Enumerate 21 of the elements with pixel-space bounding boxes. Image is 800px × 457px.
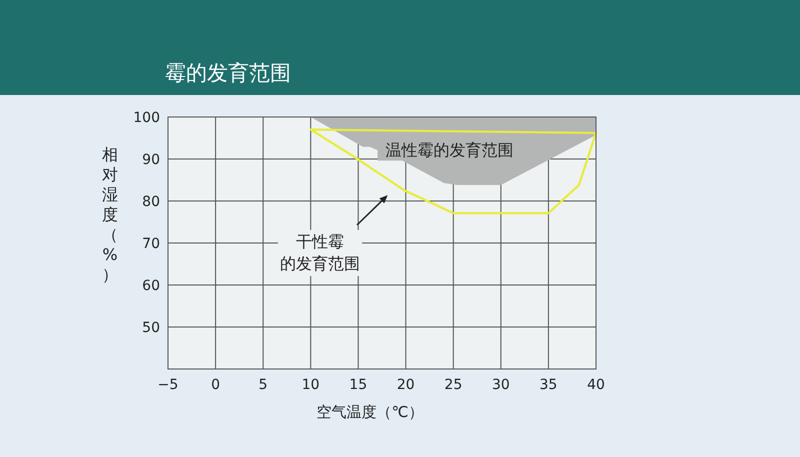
x-axis-title: 空气温度（℃） (316, 403, 424, 421)
annotation: 温性霉的发育范围 (386, 140, 514, 160)
x-tick-label: −5 (158, 377, 178, 393)
y-tick-label: 90 (142, 152, 160, 168)
y-tick-label: 100 (133, 110, 160, 126)
y-tick-label: 60 (142, 278, 160, 294)
x-tick-label: 5 (258, 377, 268, 393)
annotation: 干性霉的发育范围 (280, 232, 360, 273)
chart-title: 霉的发育范围 (165, 61, 291, 85)
y-tick-label: 50 (142, 320, 160, 336)
y-axis-title: 相对湿度（%） (102, 145, 118, 284)
x-tick-label: 20 (396, 377, 415, 393)
x-tick-label: 30 (492, 377, 510, 393)
x-tick-label: 10 (302, 377, 320, 393)
y-tick-label: 70 (142, 236, 160, 252)
x-tick-label: 15 (349, 377, 368, 393)
x-tick-label: 35 (540, 377, 558, 393)
y-tick-label: 80 (142, 194, 160, 210)
x-tick-label: 40 (587, 377, 605, 393)
x-tick-label: 25 (444, 377, 462, 393)
x-tick-label: 0 (211, 377, 220, 393)
